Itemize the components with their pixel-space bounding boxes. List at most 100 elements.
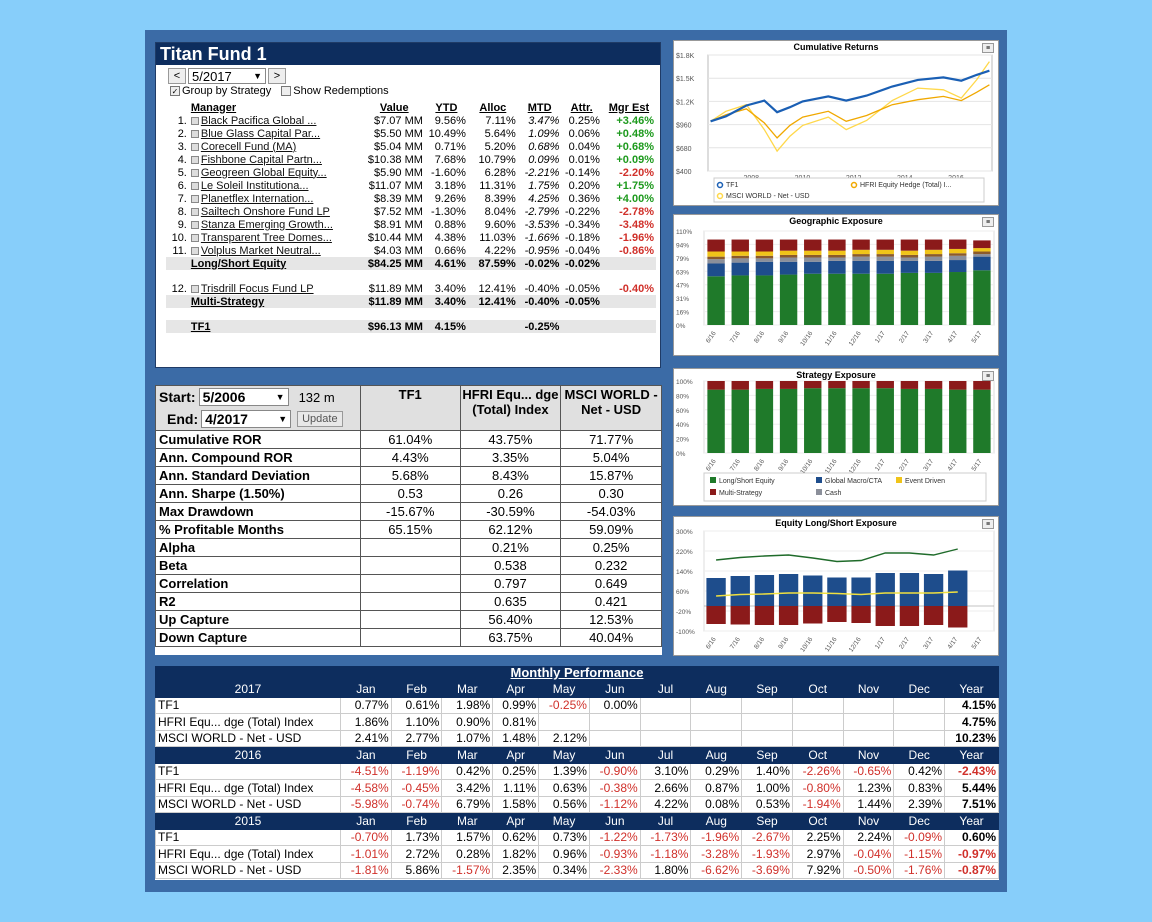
next-period-button[interactable]: > [268, 68, 286, 84]
group-by-strategy-checkbox[interactable]: ✓ [170, 86, 180, 96]
stats-value: 71.77% [560, 430, 662, 449]
year-return: 5.44% [944, 779, 999, 797]
manager-link[interactable]: Sailtech Onshore Fund LP [200, 205, 330, 218]
manager-link[interactable]: Trisdrill Focus Fund LP [200, 282, 314, 295]
month-header: Dec [893, 746, 946, 764]
month-return: 0.42% [893, 762, 946, 780]
expand-icon[interactable] [190, 155, 199, 164]
bar-segment [924, 249, 943, 255]
stats-label: Ann. Standard Deviation [155, 466, 361, 485]
legend-label: Long/Short Equity [719, 478, 775, 485]
expand-icon[interactable] [190, 168, 199, 177]
manager-est: -3.48% [619, 218, 654, 231]
month-return: 0.73% [538, 828, 590, 846]
manager-link[interactable]: Planetflex Internation... [200, 192, 314, 205]
expand-icon[interactable] [190, 129, 199, 138]
bar-segment [852, 273, 870, 325]
expand-icon[interactable] [190, 284, 199, 293]
show-redemptions-checkbox[interactable] [281, 86, 292, 96]
expand-icon[interactable] [190, 181, 199, 190]
manager-alloc: 6.28% [484, 166, 516, 179]
month-return [639, 713, 692, 731]
col-manager[interactable]: Manager [190, 101, 237, 114]
strategy-exposure-svg: 100%80%60%40%20%0%6/16 7/16 8/16 9/16 10/16 1… [676, 379, 995, 502]
end-date-select[interactable]: 4/2017 ▼ [201, 410, 292, 428]
manager-est: +3.46% [616, 114, 654, 127]
manager-mtd: 0.09% [528, 153, 560, 166]
legend-marker [850, 181, 858, 189]
monthly-row: HFRI Equ... dge (Total) Index 1.86% 1.10% 0… [155, 713, 999, 731]
expand-icon[interactable] [190, 233, 199, 242]
month-return: -3.28% [690, 845, 743, 863]
month-return: -0.38% [588, 779, 641, 797]
x-tick-label: 6/16 [705, 636, 718, 651]
stats-label: Correlation [155, 574, 361, 593]
total-mtd: -0.25% [517, 320, 562, 333]
chart-menu-icon[interactable]: ≡ [982, 217, 994, 227]
long-bar [706, 578, 726, 606]
month-return: 0.81% [492, 713, 540, 731]
short-bar [706, 606, 726, 624]
bar-segment [828, 381, 846, 389]
y-tick-label: 140% [676, 569, 693, 576]
chart-menu-icon[interactable]: ≡ [982, 519, 994, 529]
legend-marker [896, 477, 902, 483]
manager-link[interactable]: Le Soleil Institutiona... [200, 179, 309, 192]
manager-ytd: 10.49% [428, 127, 466, 140]
manager-link[interactable]: Fishbone Capital Partn... [200, 153, 322, 166]
manager-link[interactable]: Volplus Market Neutral... [200, 244, 321, 257]
month-return [842, 713, 895, 731]
col-ytd[interactable]: YTD [435, 101, 458, 114]
year-return: -0.87% [944, 861, 999, 879]
legend-label: Cash [825, 490, 841, 497]
stats-value: 0.797 [459, 574, 562, 593]
manager-ytd: 0.88% [434, 218, 466, 231]
manager-value: $5.50 MM [374, 127, 423, 140]
y-tick-label: 60% [676, 589, 689, 596]
manager-mtd: -3.53% [524, 218, 560, 231]
month-return: 0.96% [538, 845, 590, 863]
bar-segment [900, 388, 919, 453]
expand-icon[interactable] [190, 220, 199, 229]
expand-icon[interactable] [190, 207, 199, 216]
manager-link[interactable]: Geogreen Global Equity... [200, 166, 327, 179]
manager-link[interactable]: Stanza Emerging Growth... [200, 218, 333, 231]
chart-menu-icon[interactable]: ≡ [982, 43, 994, 53]
monthly-performance-title[interactable]: Monthly Performance [155, 666, 999, 680]
manager-link[interactable]: Black Pacifica Global ... [200, 114, 317, 127]
stats-value [359, 538, 461, 557]
manager-link[interactable]: Transparent Tree Domes... [200, 231, 332, 244]
stats-label: Down Capture [155, 628, 361, 647]
start-date-select[interactable]: 5/2006 ▼ [198, 388, 289, 406]
col-alloc[interactable]: Alloc [479, 101, 507, 114]
manager-est: -2.20% [619, 166, 654, 179]
expand-icon[interactable] [190, 194, 199, 203]
year-label: 2015 [155, 812, 341, 830]
period-select[interactable]: 5/2017 ▼ [188, 68, 266, 84]
month-header: Dec [893, 812, 946, 830]
manager-ytd: -1.30% [431, 205, 466, 218]
manager-row: 2. Blue Glass Capital Par... $5.50 MM 10.49… [166, 127, 656, 140]
month-header: Aug [690, 812, 743, 830]
legend-marker [710, 477, 716, 483]
bar-segment [707, 259, 725, 264]
net-exposure-line [716, 591, 958, 597]
chart-menu-icon[interactable]: ≡ [982, 371, 994, 381]
expand-icon[interactable] [190, 142, 199, 151]
prev-period-button[interactable]: < [168, 68, 186, 84]
col-mgr-est[interactable]: Mgr Est [608, 101, 650, 114]
month-return: 4.22% [639, 795, 692, 813]
month-return: -1.81% [340, 861, 392, 879]
expand-icon[interactable] [190, 116, 199, 125]
col-mtd[interactable]: MTD [527, 101, 552, 114]
expand-icon[interactable] [190, 246, 199, 255]
bar-segment [876, 254, 894, 257]
col-value[interactable]: Value [379, 101, 409, 114]
long-bar [923, 574, 944, 606]
manager-row: 3. Corecell Fund (MA) $5.04 MM 0.71% 5.20% 0.… [166, 140, 656, 153]
bar-segment [973, 254, 991, 257]
manager-link[interactable]: Corecell Fund (MA) [200, 140, 297, 153]
update-button[interactable]: Update [297, 411, 343, 427]
col-attr[interactable]: Attr. [570, 101, 593, 114]
manager-link[interactable]: Blue Glass Capital Par... [200, 127, 321, 140]
